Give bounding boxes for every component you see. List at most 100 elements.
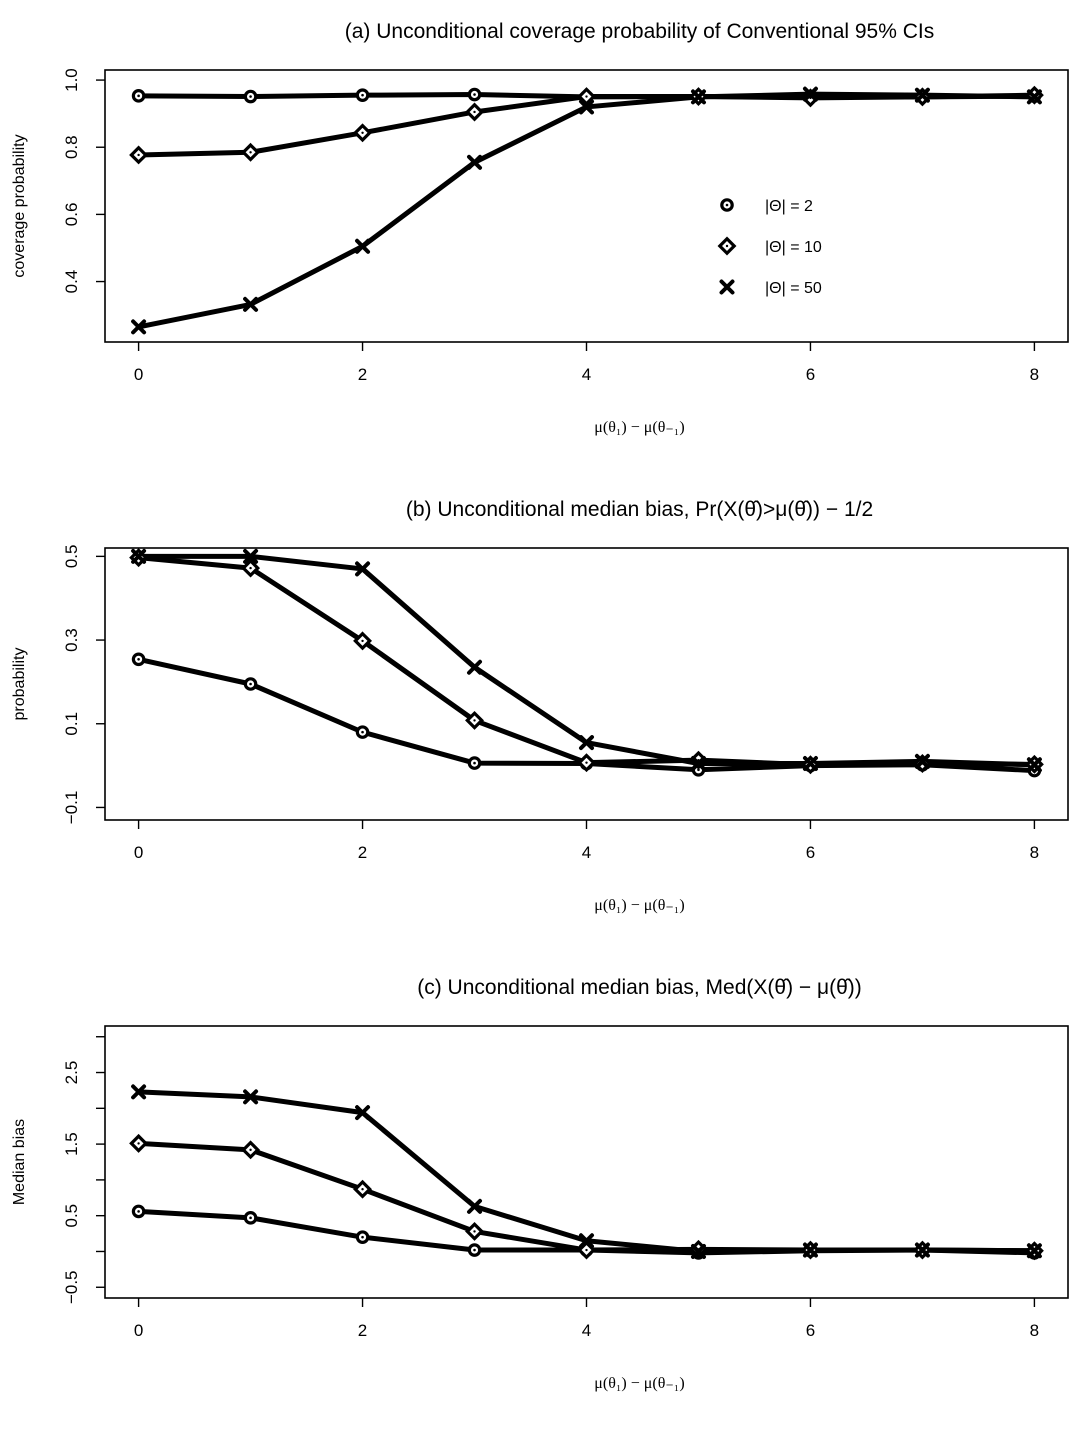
data-point-cross bbox=[355, 561, 371, 577]
chart-panel-c: (c) Unconditional median bias, Med(X(θ̂)… bbox=[0, 956, 1070, 1434]
data-point-cross bbox=[1026, 757, 1042, 773]
x-tick-label: 4 bbox=[582, 1321, 591, 1340]
data-point-cross bbox=[802, 86, 818, 102]
series-line-cross bbox=[138, 91, 1035, 330]
x-tick-label: 6 bbox=[806, 843, 815, 862]
data-point-diamond bbox=[353, 1179, 373, 1199]
y-tick-label: 0.5 bbox=[62, 545, 81, 569]
data-point-diamond bbox=[577, 753, 596, 773]
series-line-cross bbox=[138, 553, 1035, 768]
data-point-cross bbox=[467, 1198, 483, 1214]
x-tick-label: 2 bbox=[358, 1321, 367, 1340]
data-point-circle bbox=[355, 1230, 370, 1244]
chart-svg: (c) Unconditional median bias, Med(X(θ̂)… bbox=[11, 976, 1069, 1392]
y-axis-label: probability bbox=[11, 648, 28, 721]
chart-panel-b: (b) Unconditional median bias, Pr(X(θ̂)>… bbox=[0, 478, 1070, 956]
y-tick-label: −0.5 bbox=[62, 1270, 81, 1304]
x-tick-label: 0 bbox=[134, 365, 143, 384]
data-point-diamond bbox=[353, 631, 373, 651]
legend-marker-cross bbox=[719, 279, 735, 295]
data-point-diamond bbox=[353, 123, 373, 143]
data-point-cross bbox=[1026, 1243, 1042, 1259]
data-point-cross bbox=[690, 1243, 706, 1259]
data-point-cross bbox=[579, 735, 594, 751]
data-point-cross bbox=[243, 548, 259, 564]
y-tick-label: 0.8 bbox=[62, 135, 81, 159]
x-tick-label: 8 bbox=[1030, 1321, 1039, 1340]
y-tick-label: 1.5 bbox=[62, 1132, 81, 1156]
data-point-cross bbox=[802, 756, 818, 772]
y-axis-label: Median bias bbox=[11, 1119, 28, 1205]
data-point-circle bbox=[355, 88, 370, 102]
chart-title-a: (a) Unconditional coverage probability o… bbox=[345, 20, 935, 43]
data-point-circle bbox=[131, 89, 146, 103]
data-point-cross bbox=[131, 319, 147, 335]
data-point-cross bbox=[579, 99, 594, 115]
data-point-diamond bbox=[465, 102, 484, 122]
legend-label: |Θ| = 50 bbox=[765, 280, 822, 297]
legend-marker-circle bbox=[720, 198, 734, 212]
data-point-cross bbox=[914, 753, 930, 769]
chart-svg: (b) Unconditional median bias, Pr(X(θ̂)>… bbox=[11, 498, 1069, 914]
y-tick-label: 2.5 bbox=[62, 1061, 81, 1085]
x-tick-label: 8 bbox=[1030, 365, 1039, 384]
legend-label: |Θ| = 2 bbox=[765, 198, 813, 215]
x-tick-label: 4 bbox=[582, 843, 591, 862]
x-tick-label: 0 bbox=[134, 843, 143, 862]
x-axis-label: μ(θ₁) − μ(θ₋₁) bbox=[594, 1375, 684, 1392]
data-point-cross bbox=[131, 548, 147, 564]
data-point-circle bbox=[243, 1211, 258, 1225]
data-point-diamond bbox=[465, 710, 484, 730]
x-tick-label: 2 bbox=[358, 365, 367, 384]
chart-title-c: (c) Unconditional median bias, Med(X(θ̂)… bbox=[417, 976, 862, 999]
data-point-diamond bbox=[577, 87, 596, 106]
x-tick-label: 6 bbox=[806, 1321, 815, 1340]
x-tick-label: 6 bbox=[806, 365, 815, 384]
chart-title-b: (b) Unconditional median bias, Pr(X(θ̂)>… bbox=[406, 498, 873, 521]
y-tick-label: 0.6 bbox=[62, 203, 81, 227]
x-axis-label: μ(θ₁) − μ(θ₋₁) bbox=[594, 897, 684, 914]
data-point-diamond bbox=[241, 558, 261, 578]
data-point-cross bbox=[467, 154, 483, 170]
y-axis-label: coverage probability bbox=[11, 134, 28, 277]
data-point-cross bbox=[690, 756, 706, 772]
data-point-circle bbox=[131, 1204, 146, 1219]
data-point-diamond bbox=[129, 1133, 149, 1153]
data-point-cross bbox=[355, 1105, 371, 1121]
data-point-cross bbox=[914, 1242, 930, 1258]
data-point-circle bbox=[243, 89, 258, 104]
y-tick-label: 0.5 bbox=[62, 1204, 81, 1228]
chart-svg: (a) Unconditional coverage probability o… bbox=[11, 20, 1069, 436]
data-point-cross bbox=[579, 1233, 594, 1249]
data-point-diamond bbox=[129, 145, 149, 165]
legend-marker-diamond bbox=[717, 236, 737, 256]
data-point-cross bbox=[243, 1089, 259, 1105]
y-tick-label: 0.3 bbox=[62, 628, 81, 652]
x-tick-label: 8 bbox=[1030, 843, 1039, 862]
data-point-cross bbox=[690, 89, 706, 105]
x-tick-label: 4 bbox=[582, 365, 591, 384]
data-point-circle bbox=[243, 677, 258, 691]
data-point-circle bbox=[467, 756, 482, 770]
x-tick-label: 2 bbox=[358, 843, 367, 862]
x-axis-label: μ(θ₁) − μ(θ₋₁) bbox=[594, 419, 684, 436]
data-point-diamond bbox=[465, 1221, 484, 1241]
y-tick-label: 0.1 bbox=[62, 712, 81, 736]
data-point-diamond bbox=[241, 1140, 261, 1160]
data-point-cross bbox=[243, 296, 259, 312]
y-tick-label: 0.4 bbox=[62, 270, 81, 294]
data-point-circle bbox=[467, 1243, 482, 1257]
data-point-circle bbox=[355, 725, 370, 739]
x-tick-label: 0 bbox=[134, 1321, 143, 1340]
chart-panel-a: (a) Unconditional coverage probability o… bbox=[0, 0, 1070, 478]
data-point-cross bbox=[467, 659, 483, 675]
data-point-cross bbox=[802, 1242, 818, 1258]
series-line-diamond bbox=[138, 1140, 1035, 1254]
series-line-diamond bbox=[138, 555, 1035, 768]
data-point-cross bbox=[131, 1084, 147, 1100]
data-point-cross bbox=[914, 87, 930, 103]
data-point-diamond bbox=[241, 142, 261, 162]
y-tick-label: −0.1 bbox=[62, 791, 81, 825]
legend-label: |Θ| = 10 bbox=[765, 239, 822, 256]
data-point-cross bbox=[1026, 89, 1042, 105]
